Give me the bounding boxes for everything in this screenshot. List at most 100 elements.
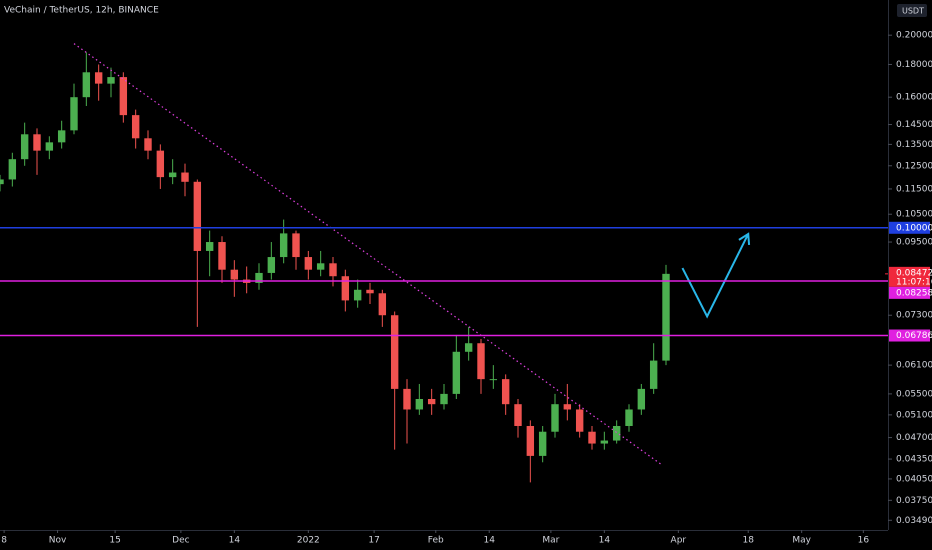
candle-body: [452, 351, 461, 394]
candle-body: [70, 97, 78, 131]
candle-body: [292, 233, 300, 258]
candle-body: [230, 269, 239, 280]
y-tick-label: 0.04050: [896, 474, 932, 484]
candle-body: [20, 134, 29, 160]
candle-body: [193, 181, 202, 251]
currency-box[interactable]: [897, 4, 927, 17]
countdown-label: 11:07:16: [896, 277, 932, 287]
candle-body: [588, 431, 596, 444]
projection-path: [681, 233, 750, 319]
x-tick-label: 16: [858, 536, 870, 546]
candle-body: [107, 77, 115, 84]
candle-body: [427, 398, 436, 405]
candle-body: [378, 293, 387, 316]
candle-body: [181, 172, 189, 182]
candle-body: [662, 273, 670, 361]
x-tick-label: Mar: [542, 536, 559, 546]
y-tick-label: 0.20000: [896, 31, 932, 41]
candle-body: [600, 440, 609, 444]
candle-body: [637, 388, 646, 410]
candle-body: [625, 409, 633, 426]
level-price-label: 0.06786: [896, 331, 932, 341]
candle-body: [538, 431, 547, 456]
candle-body: [514, 404, 522, 426]
candle-body: [353, 289, 362, 301]
candle-body: [341, 276, 350, 301]
y-tick-label: 0.04700: [896, 433, 932, 443]
y-tick-label: 0.03750: [896, 496, 932, 506]
candle-body: [33, 134, 41, 151]
candle-body: [156, 150, 165, 178]
y-tick-label: 0.03490: [896, 516, 932, 526]
candle-body: [575, 409, 584, 432]
y-tick-label: 0.04350: [896, 455, 932, 465]
candle-body: [205, 242, 214, 251]
last-price-box: [889, 266, 930, 287]
y-tick-label: 0.06100: [896, 361, 932, 371]
candle-body: [415, 398, 424, 410]
y-tick-label: 0.05500: [896, 389, 932, 399]
candle-body: [119, 77, 128, 116]
candle-body: [304, 257, 313, 270]
y-tick-label: 0.16000: [896, 93, 932, 103]
candle-body: [563, 404, 572, 410]
y-tick-label: 0.07300: [896, 311, 932, 321]
candle-body: [440, 393, 448, 405]
candle-body: [168, 172, 177, 178]
level-price-box: [889, 221, 930, 234]
level-price-box: [889, 286, 930, 299]
candle-body: [316, 263, 325, 270]
candle-body: [403, 388, 411, 410]
candle-body: [255, 272, 263, 283]
candle-body: [329, 263, 337, 277]
x-tick-label: 14: [229, 536, 241, 546]
chart-title: VeChain / TetherUS, 12h, BINANCE: [4, 6, 159, 16]
x-tick-label: 8: [1, 536, 7, 546]
candle-body: [489, 379, 498, 381]
y-tick-label: 0.18000: [896, 60, 932, 70]
x-tick-label: May: [792, 536, 811, 546]
candle-body: [526, 425, 535, 456]
candle-body: [0, 179, 4, 185]
candle-body: [501, 379, 510, 405]
candle-body: [649, 360, 658, 389]
candle-body: [279, 233, 288, 258]
candle-body: [8, 159, 17, 180]
x-tick-label: Dec: [172, 536, 189, 546]
candle-body: [57, 130, 66, 143]
level-price-label: 0.08258: [896, 288, 932, 298]
x-tick-label: 17: [368, 536, 379, 546]
y-tick-label: 0.11500: [896, 184, 932, 194]
candle-body: [218, 242, 226, 270]
candle-body: [131, 115, 140, 139]
y-tick-label: 0.14500: [896, 120, 932, 130]
y-tick-label: 0.13500: [896, 140, 932, 150]
candle-body: [82, 72, 91, 98]
candle-body: [366, 289, 374, 294]
candle-body: [477, 343, 485, 380]
candle-body: [612, 425, 621, 441]
x-tick-label: Apr: [671, 536, 687, 546]
x-tick-label: Nov: [49, 536, 67, 546]
candle-body: [94, 72, 103, 84]
level-price-label: 0.10000: [896, 223, 932, 233]
x-tick-label: Feb: [428, 536, 444, 546]
y-tick-label: 0.05100: [896, 410, 932, 420]
candle-body: [45, 142, 54, 151]
y-tick-label: 0.09500: [896, 238, 932, 248]
x-tick-label: 14: [483, 536, 495, 546]
level-price-box: [889, 329, 930, 342]
x-tick-label: 15: [109, 536, 120, 546]
projection-arrowhead: [738, 232, 751, 246]
last-price-label: 0.08472: [896, 268, 932, 278]
currency-label[interactable]: USDT: [902, 7, 924, 16]
candle-body: [390, 315, 399, 389]
candle-body: [267, 257, 276, 273]
candle-body: [551, 404, 559, 432]
x-tick-label: 18: [742, 536, 754, 546]
candle-body: [464, 343, 473, 352]
x-tick-label: 2022: [297, 536, 320, 546]
